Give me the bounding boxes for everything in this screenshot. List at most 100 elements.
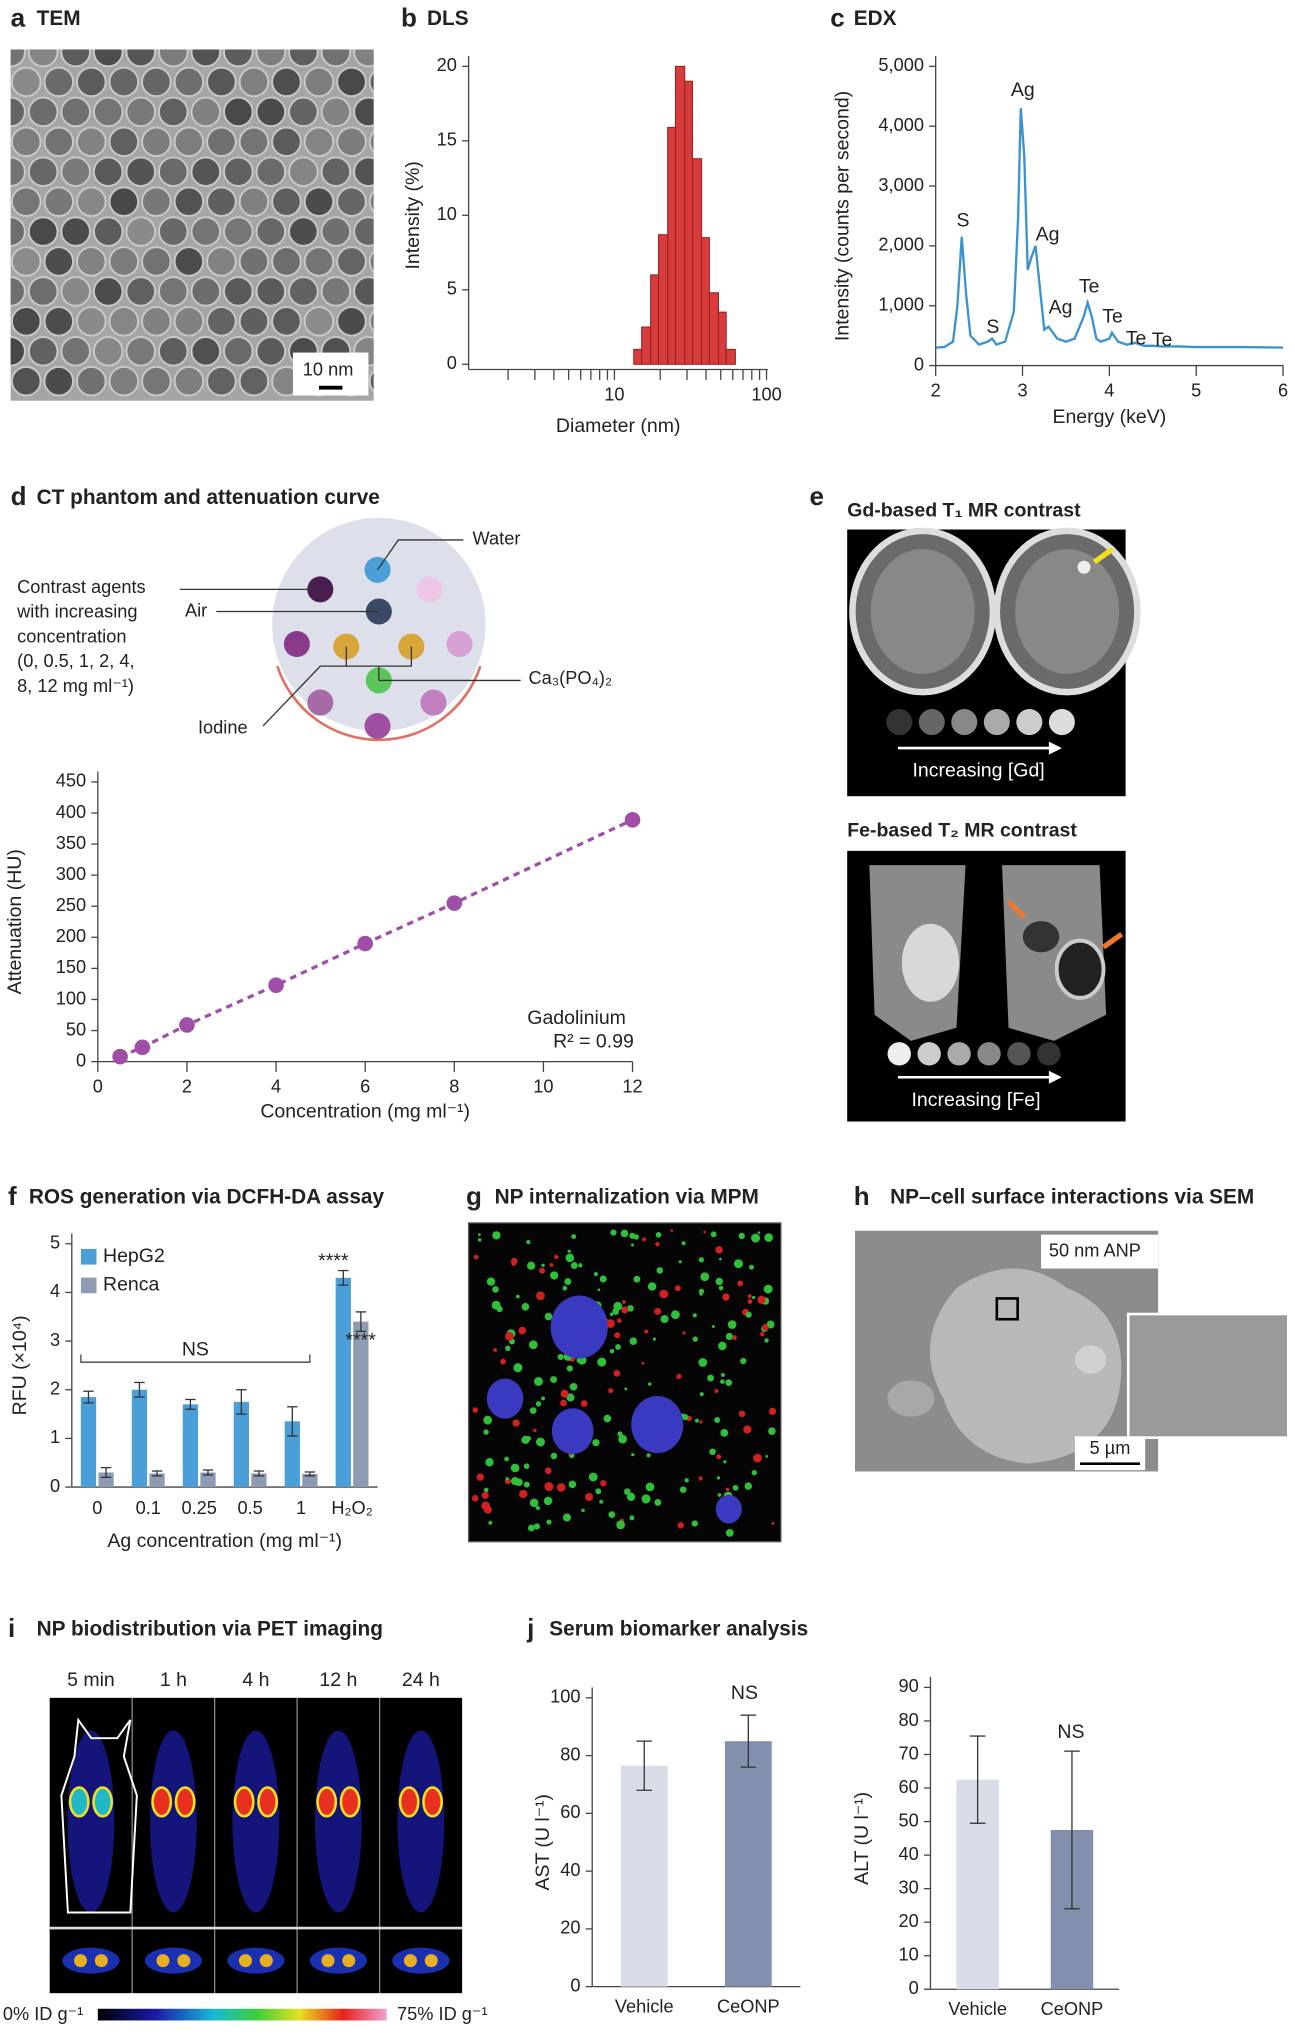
particle — [238, 246, 270, 277]
pet-kidney — [92, 1786, 114, 1818]
bar — [182, 1404, 199, 1488]
annotation: Te — [1152, 329, 1173, 351]
y-axis-label: ALT (U l⁻¹) — [851, 1792, 873, 1885]
hist-bar — [701, 237, 710, 365]
mpm-dot — [505, 1332, 514, 1341]
x-axis-label: Energy (keV) — [1052, 406, 1166, 428]
particle — [223, 335, 254, 367]
y-tick-label: 10 — [899, 1945, 919, 1965]
y-tick-label: 50 — [899, 1810, 919, 1830]
mpm-dot — [684, 1478, 689, 1483]
pet-slice-spot — [342, 1954, 356, 1968]
data-point — [134, 1039, 151, 1056]
particle — [368, 130, 374, 154]
y-tick-label: 60 — [560, 1802, 580, 1822]
mpm-dot — [550, 1271, 559, 1280]
mpm-dot — [526, 1436, 532, 1441]
mpm-dot — [535, 1401, 542, 1407]
pet-kidney — [422, 1786, 443, 1818]
y-tick-label: 5 — [50, 1233, 60, 1253]
panel-letter: c — [830, 2, 844, 32]
annotation: S — [956, 209, 969, 231]
mpm-dot — [725, 1487, 730, 1492]
mpm-dot — [698, 1476, 703, 1481]
panel-letter: b — [401, 2, 417, 32]
mpm-dot — [738, 1410, 746, 1418]
mpm-dot — [624, 1387, 628, 1391]
annotation: **** — [318, 1250, 349, 1272]
x-tick-label: Vehicle — [948, 1999, 1007, 2019]
particle — [336, 126, 367, 158]
phantom-label-line: Contrast agents — [17, 577, 146, 597]
y-tick-label: 20 — [899, 1911, 919, 1931]
mpm-dot — [753, 1453, 762, 1463]
mpm-dot — [692, 1336, 698, 1342]
bar — [620, 1765, 668, 1987]
panel-subtitle: Fe-based T₂ MR contrast — [847, 820, 1077, 842]
y-tick-label: 70 — [899, 1743, 919, 1763]
mpm-dot — [633, 1275, 641, 1283]
mpm-dot — [578, 1263, 583, 1268]
panel-letter: e — [809, 481, 823, 511]
y-tick-label: 60 — [899, 1777, 919, 1797]
pet-colorbar — [97, 2008, 387, 2021]
mpm-dot — [477, 1238, 482, 1242]
bar — [149, 1473, 165, 1488]
mpm-dot — [757, 1231, 761, 1235]
particle — [271, 306, 302, 337]
mpm-dot — [510, 1463, 520, 1473]
mpm-dot — [544, 1467, 552, 1475]
particle — [368, 310, 374, 333]
y-tick-label: 80 — [560, 1744, 580, 1764]
panel-letter: d — [11, 481, 27, 511]
time-label: 12 h — [319, 1669, 357, 1691]
hist-bar — [650, 274, 660, 365]
particle — [303, 66, 335, 98]
y-tick-label: 300 — [56, 864, 86, 884]
particle — [92, 276, 124, 307]
y-tick-label: 30 — [899, 1877, 919, 1897]
x-tick-label: 6 — [360, 1076, 370, 1096]
particle — [76, 66, 107, 98]
particle — [173, 126, 205, 158]
bar — [233, 1401, 250, 1488]
pet-slice — [62, 1947, 120, 1974]
x-tick-label: 10 — [604, 384, 624, 404]
bar — [131, 1389, 148, 1488]
mpm-dot — [519, 1489, 528, 1499]
y-tick-label: 0 — [909, 1978, 919, 1998]
mpm-dot — [630, 1243, 635, 1247]
ns-bracket — [80, 1354, 311, 1363]
particle — [92, 156, 124, 188]
data-point — [268, 977, 284, 993]
mpm-dot — [496, 1305, 503, 1313]
particle — [141, 306, 172, 337]
legend-swatch — [80, 1248, 97, 1265]
chart-title: ROS generation via DCFH-DA assay — [29, 1186, 385, 1209]
mpm-dot — [768, 1407, 777, 1416]
panel-letter: g — [466, 1181, 482, 1211]
mpm-dot — [483, 1415, 493, 1425]
x-tick-label: 2 — [931, 380, 941, 400]
annotation: Ag — [1049, 296, 1073, 318]
mpm-dot — [515, 1294, 520, 1299]
particle — [92, 96, 124, 128]
phantom-diagram — [179, 517, 521, 742]
x-tick-label: H₂O₂ — [331, 1498, 372, 1518]
sem-inset — [1126, 1312, 1290, 1439]
particle — [157, 49, 189, 68]
mpm-dot — [616, 1520, 626, 1530]
y-tick-label: 0 — [76, 1050, 86, 1070]
pet-body — [397, 1730, 445, 1913]
mpm-dot — [564, 1278, 572, 1286]
mpm-dot — [715, 1246, 723, 1254]
particle — [10, 306, 42, 337]
y-axis-label: Intensity (counts per second) — [831, 91, 853, 341]
annotation: Te — [1102, 306, 1123, 328]
panel-letter: h — [854, 1181, 870, 1211]
time-label: 24 h — [402, 1669, 440, 1691]
scale-bar-label: 10 nm — [303, 360, 354, 380]
particle — [336, 246, 367, 277]
mpm-dot — [473, 1254, 479, 1260]
time-label: 5 min — [67, 1669, 115, 1691]
